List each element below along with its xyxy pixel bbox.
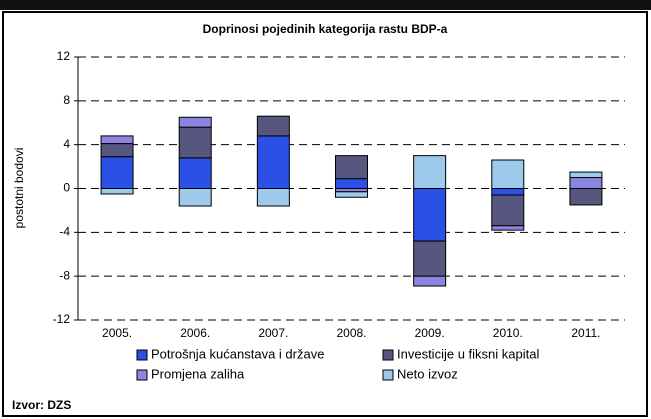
bar-segment	[335, 155, 368, 180]
legend-swatch	[382, 369, 394, 381]
bar-segment	[413, 188, 447, 242]
y-tick-label: -8	[59, 268, 70, 282]
bar-segment	[569, 188, 603, 206]
bar-segment	[100, 188, 134, 195]
y-axis-label: postotni bodovi	[12, 148, 26, 229]
y-tick-label: 4	[63, 137, 70, 151]
legend-label: Potrošnja kućanstava i države	[151, 346, 324, 361]
bar-segment	[569, 177, 603, 190]
top-bar	[0, 0, 651, 10]
y-tick-label: 12	[57, 49, 71, 63]
bar-segment	[256, 135, 290, 189]
x-tick-label: 2008.	[336, 326, 366, 340]
bar-segment	[413, 240, 447, 277]
bar-segment	[491, 159, 525, 189]
legend-swatch	[136, 349, 148, 361]
bar-segment	[569, 171, 603, 179]
y-tick-label: -4	[59, 225, 70, 239]
x-tick-label: 2009.	[415, 326, 445, 340]
x-tick-label: 2007.	[258, 326, 288, 340]
x-tick-label: 2011.	[571, 326, 600, 340]
bar-segment	[491, 188, 525, 196]
legend-swatch	[136, 369, 148, 381]
bar-segment	[335, 191, 368, 198]
bar-segment	[256, 115, 290, 137]
bar-segment	[491, 194, 525, 227]
bar-segment	[178, 188, 212, 207]
y-tick-label: -12	[53, 312, 71, 326]
legend-label: Promjena zaliha	[151, 366, 245, 381]
legend-swatch	[382, 349, 394, 361]
bar-segment	[335, 178, 368, 189]
bar-segment	[178, 157, 212, 189]
bar-segment	[100, 156, 134, 190]
x-tick-label: 2005.	[102, 326, 132, 340]
x-tick-label: 2010.	[493, 326, 523, 340]
bar-segment	[100, 143, 134, 158]
legend-label: Investicije u fiksni kapital	[397, 346, 539, 361]
legend-label: Neto izvoz	[397, 366, 458, 381]
bar-segment	[413, 275, 447, 287]
chart-frame	[2, 11, 648, 417]
bar-segment	[413, 155, 447, 189]
bar-segment	[100, 135, 134, 145]
bar-segment	[178, 126, 212, 159]
y-tick-label: 0	[63, 181, 70, 195]
chart-title: Doprinosi pojedinih kategorija rastu BDP…	[203, 22, 448, 36]
y-tick-label: 8	[63, 93, 70, 107]
bar-segment	[491, 225, 525, 231]
bar-segment	[178, 116, 212, 128]
source: Izvor: DZS	[12, 398, 71, 412]
x-tick-label: 2006.	[180, 326, 210, 340]
bar-segment	[256, 188, 290, 207]
